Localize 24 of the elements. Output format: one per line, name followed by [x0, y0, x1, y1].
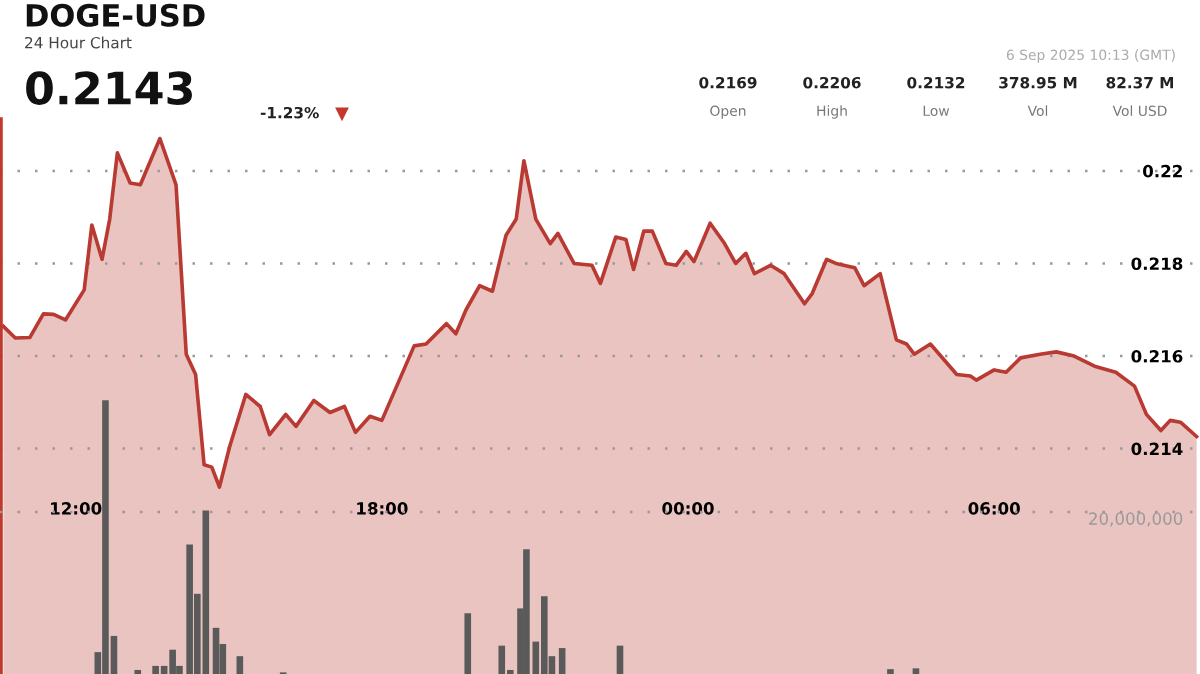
- bar: [464, 613, 472, 674]
- bar: [202, 510, 210, 674]
- bar: [152, 665, 159, 674]
- annotation: ▼: [335, 107, 349, 122]
- chart-title: DOGE-USD: [26, 3, 205, 27]
- x-tick-label: 18:00: [357, 502, 408, 515]
- bar: [169, 649, 176, 674]
- y-tick-label: 0.216: [1131, 350, 1183, 363]
- bar: [498, 645, 506, 674]
- x-tick-label: 00:00: [662, 502, 714, 515]
- bar: [236, 656, 244, 674]
- bar: [558, 648, 566, 674]
- y-tick-label: 0.218: [1131, 257, 1183, 271]
- bar: [616, 645, 624, 674]
- bar: [540, 596, 548, 674]
- y-tick-label: 0.22: [1143, 164, 1182, 178]
- text: 0.2143: [26, 71, 192, 105]
- y2-tick-label: 20,000,000: [1089, 512, 1183, 527]
- x-tick-label: 12:00: [51, 502, 102, 515]
- bar: [102, 400, 109, 674]
- bar: [212, 627, 220, 674]
- y-tick-label: 0.214: [1131, 442, 1183, 456]
- bar: [912, 668, 920, 674]
- x-tick-label: 06:00: [968, 502, 1020, 515]
